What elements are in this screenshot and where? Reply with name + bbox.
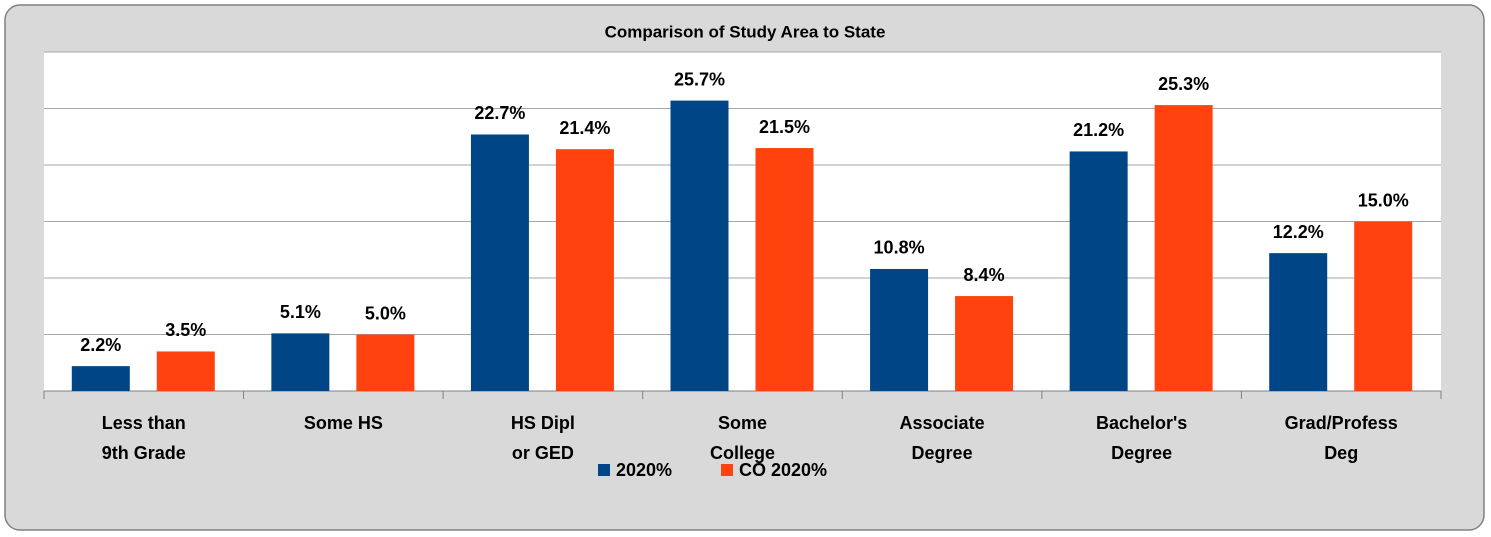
data-label: 8.4%	[964, 265, 1005, 285]
data-label: 21.2%	[1073, 120, 1124, 140]
bar	[356, 334, 415, 391]
bar	[1154, 105, 1213, 392]
data-label: 25.7%	[674, 69, 725, 89]
bar	[870, 268, 929, 391]
bar	[156, 351, 215, 391]
bar	[71, 366, 130, 391]
bar	[1354, 221, 1413, 391]
x-tick-label: Bachelor's Degree	[1095, 413, 1188, 463]
data-label: 22.7%	[474, 103, 525, 123]
bar	[555, 149, 614, 391]
data-label: 25.3%	[1158, 74, 1209, 94]
bar	[955, 296, 1014, 391]
bar	[1069, 151, 1128, 391]
data-label: 21.4%	[559, 118, 610, 138]
x-tick-label: Less than 9th Grade	[101, 413, 186, 463]
bar	[470, 134, 529, 392]
legend-label: CO 2020%	[739, 460, 827, 480]
bar	[755, 148, 814, 391]
bar	[670, 100, 729, 391]
x-tick-label: HS Dipl or GED	[510, 413, 575, 463]
bar	[1269, 253, 1328, 391]
data-label: 5.0%	[365, 303, 406, 323]
data-label: 3.5%	[165, 320, 206, 340]
chart-title: Comparison of Study Area to State	[605, 22, 886, 41]
legend-swatch	[598, 464, 610, 476]
data-label: 21.5%	[759, 117, 810, 137]
bar	[271, 333, 330, 391]
data-label: 12.2%	[1273, 222, 1324, 242]
data-label: 2.2%	[80, 335, 121, 355]
legend-label: 2020%	[616, 460, 672, 480]
x-tick-label: Some HS	[303, 413, 383, 433]
data-label: 10.8%	[874, 238, 925, 258]
x-tick-label: Associate Degree	[899, 413, 985, 463]
legend-swatch	[721, 464, 733, 476]
x-tick-label: Some College	[709, 413, 775, 463]
data-label: 15.0%	[1358, 190, 1409, 210]
x-tick-label: Grad/Profess Deg	[1284, 413, 1398, 463]
data-label: 5.1%	[280, 302, 321, 322]
